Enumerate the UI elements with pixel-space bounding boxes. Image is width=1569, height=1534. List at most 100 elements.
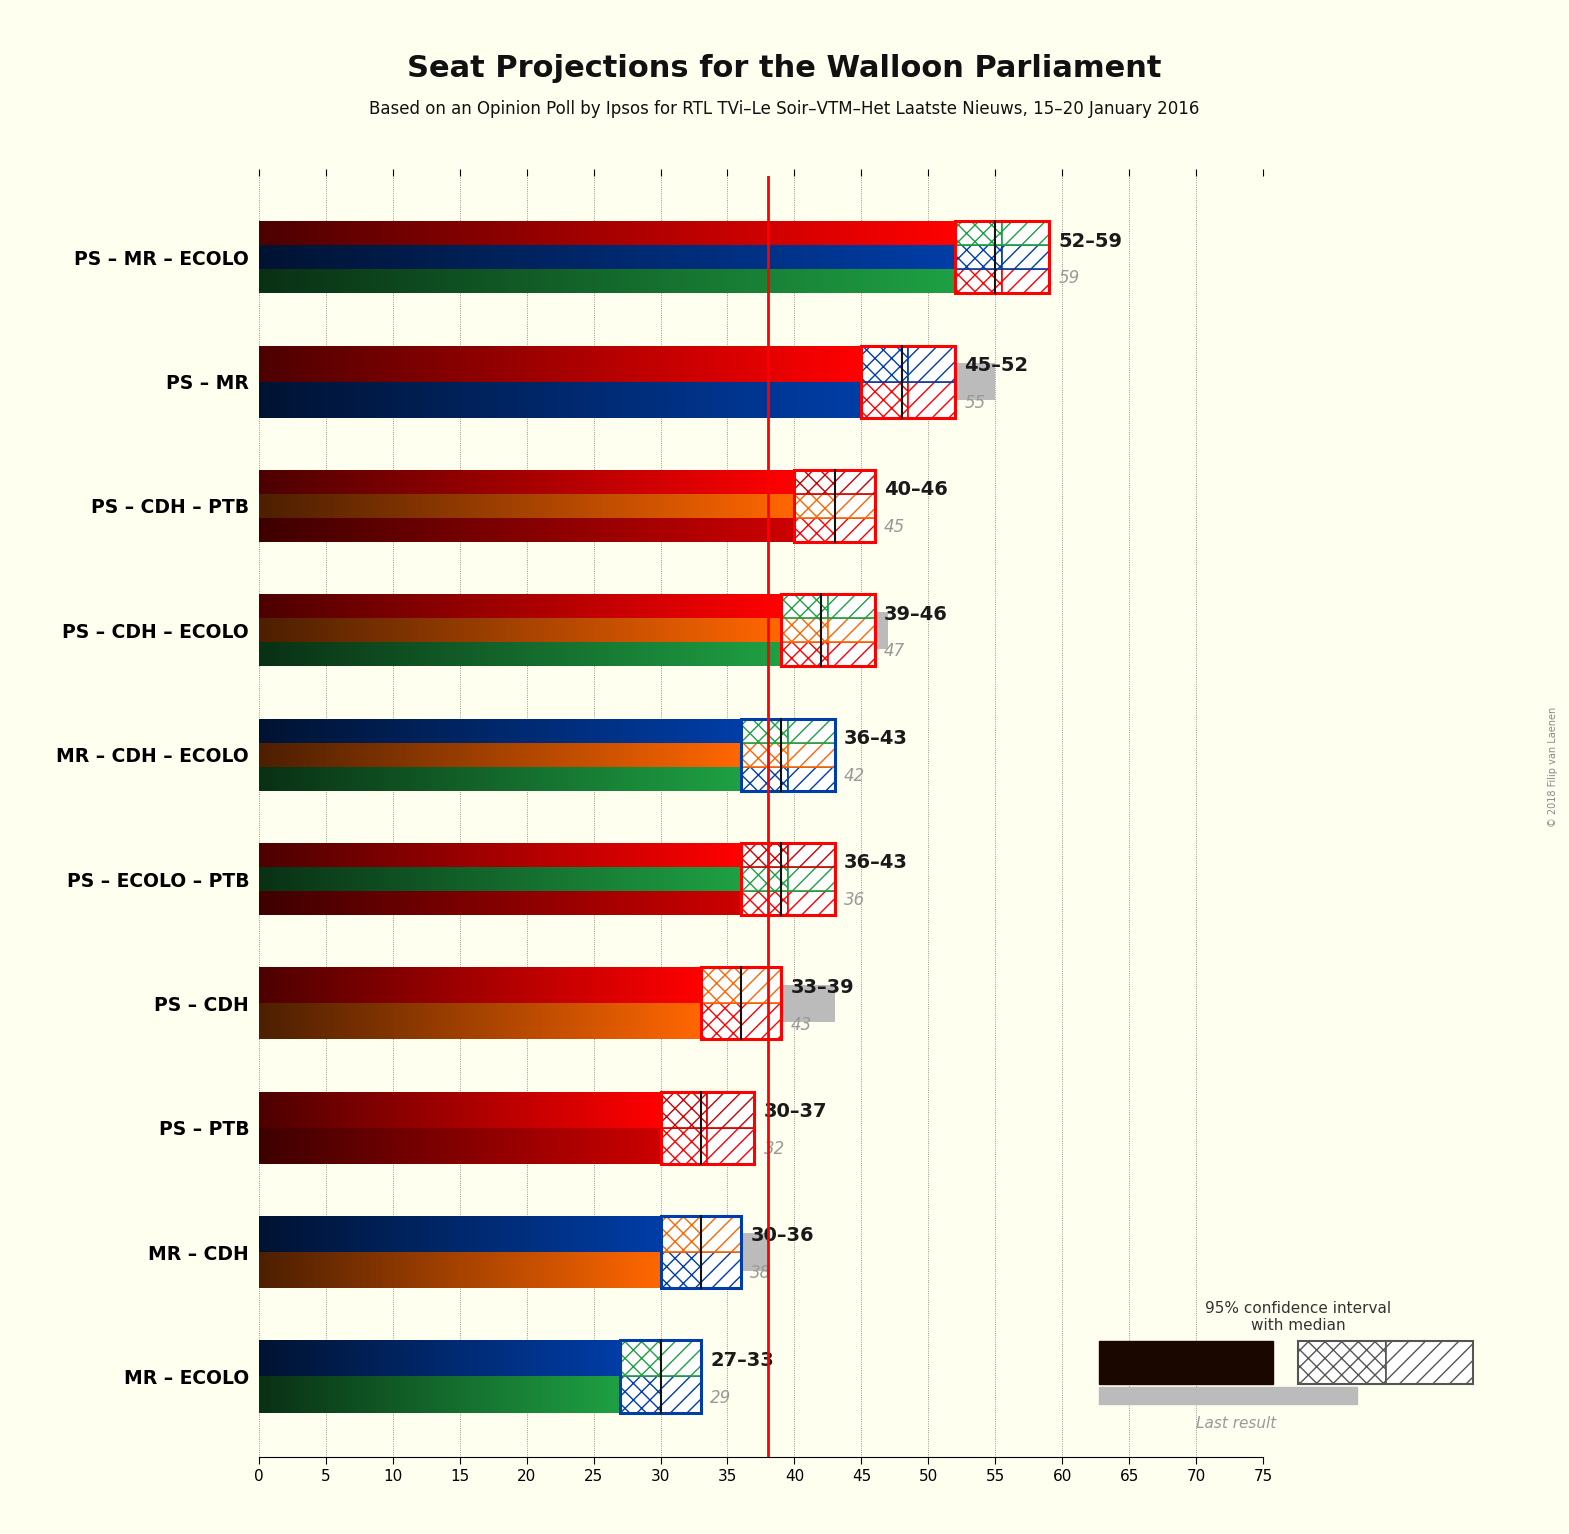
Bar xyxy=(348,718,353,742)
Bar xyxy=(480,1003,483,1040)
Bar xyxy=(317,891,320,916)
Bar xyxy=(359,643,364,666)
Bar xyxy=(347,1127,350,1164)
Bar xyxy=(725,718,728,742)
Bar xyxy=(292,221,297,245)
Bar xyxy=(701,968,781,1040)
Bar xyxy=(532,844,535,867)
Bar xyxy=(712,494,715,518)
Bar xyxy=(373,594,378,618)
Bar xyxy=(350,968,353,1003)
Bar xyxy=(279,382,284,417)
Bar xyxy=(444,968,447,1003)
Bar xyxy=(540,1092,543,1127)
Bar xyxy=(526,767,529,790)
Bar xyxy=(595,1341,596,1376)
Bar xyxy=(262,643,267,666)
Bar xyxy=(383,968,386,1003)
Bar xyxy=(656,1252,657,1289)
Bar xyxy=(477,1003,480,1040)
Bar xyxy=(522,891,526,916)
Bar xyxy=(337,221,342,245)
Bar xyxy=(453,618,458,643)
Bar xyxy=(813,382,817,417)
Bar xyxy=(358,1252,361,1289)
Bar xyxy=(698,968,701,1003)
Bar xyxy=(681,345,686,382)
Bar xyxy=(725,844,728,867)
Bar xyxy=(306,1003,309,1040)
Bar xyxy=(485,1376,488,1413)
Bar xyxy=(894,245,899,270)
Bar xyxy=(596,844,599,867)
Bar xyxy=(355,382,359,417)
Bar xyxy=(530,618,533,643)
Bar xyxy=(635,742,639,767)
Bar xyxy=(446,1216,449,1252)
Bar xyxy=(737,494,741,518)
Bar xyxy=(551,594,555,618)
Bar xyxy=(653,345,657,382)
Bar xyxy=(309,494,312,518)
Bar xyxy=(468,844,471,867)
Bar xyxy=(615,1252,618,1289)
Bar xyxy=(267,1376,268,1413)
Bar xyxy=(555,221,560,245)
Bar xyxy=(577,518,581,542)
Bar xyxy=(430,1003,433,1040)
Bar xyxy=(428,345,431,382)
Bar xyxy=(452,1127,455,1164)
Bar xyxy=(581,382,585,417)
Bar xyxy=(348,1376,351,1413)
Bar xyxy=(304,742,308,767)
Bar xyxy=(474,1216,475,1252)
Bar xyxy=(529,867,532,891)
Bar xyxy=(562,1127,565,1164)
Bar xyxy=(828,594,876,618)
Bar xyxy=(587,618,590,643)
Bar xyxy=(416,345,420,382)
Bar xyxy=(530,594,533,618)
Bar xyxy=(265,594,270,618)
Bar xyxy=(417,221,422,245)
Bar xyxy=(312,494,317,518)
Bar xyxy=(581,742,584,767)
Bar xyxy=(339,1092,342,1127)
Bar xyxy=(698,618,701,643)
Bar xyxy=(303,345,308,382)
Bar xyxy=(861,345,908,382)
Bar xyxy=(516,1341,519,1376)
Bar xyxy=(400,742,403,767)
Bar xyxy=(759,270,766,293)
Bar xyxy=(637,382,640,417)
Bar xyxy=(460,1216,463,1252)
Bar xyxy=(679,844,684,867)
Bar xyxy=(548,1003,551,1040)
Bar xyxy=(449,245,453,270)
Bar xyxy=(494,1127,497,1164)
Bar xyxy=(293,643,298,666)
Bar xyxy=(747,643,750,666)
Bar xyxy=(293,1341,295,1376)
Bar xyxy=(339,867,342,891)
Bar xyxy=(690,245,695,270)
Bar xyxy=(417,1341,420,1376)
Bar xyxy=(612,382,617,417)
Bar xyxy=(631,221,635,245)
Bar xyxy=(513,1092,516,1127)
Bar xyxy=(704,221,709,245)
Bar xyxy=(719,891,722,916)
Bar xyxy=(460,1092,463,1127)
Bar xyxy=(566,494,570,518)
Bar xyxy=(510,245,515,270)
Bar xyxy=(439,844,442,867)
Bar xyxy=(667,221,672,245)
Bar xyxy=(510,718,513,742)
Bar xyxy=(502,594,507,618)
Bar xyxy=(764,221,770,245)
Bar xyxy=(527,643,530,666)
Bar xyxy=(612,742,615,767)
Bar xyxy=(642,742,645,767)
Bar xyxy=(537,1341,538,1376)
Bar xyxy=(904,245,908,270)
